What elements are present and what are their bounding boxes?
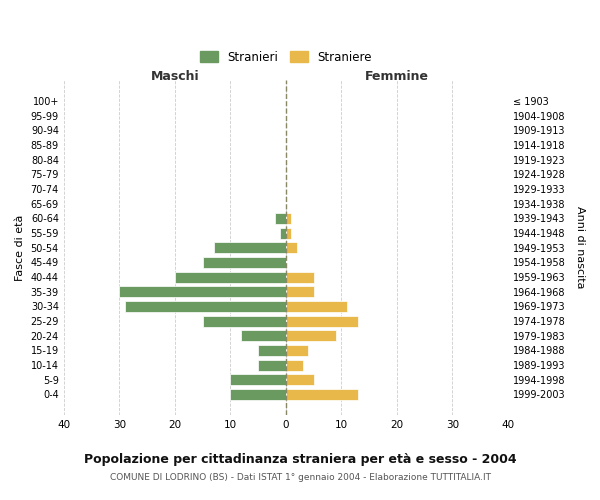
Y-axis label: Anni di nascita: Anni di nascita — [575, 206, 585, 289]
Bar — [286, 360, 302, 370]
Text: Femmine: Femmine — [365, 70, 429, 84]
Bar — [230, 389, 286, 400]
Bar — [286, 389, 358, 400]
Bar — [258, 345, 286, 356]
Bar — [275, 213, 286, 224]
Text: COMUNE DI LODRINO (BS) - Dati ISTAT 1° gennaio 2004 - Elaborazione TUTTITALIA.IT: COMUNE DI LODRINO (BS) - Dati ISTAT 1° g… — [110, 472, 491, 482]
Bar — [286, 272, 314, 282]
Bar — [119, 286, 286, 297]
Bar — [286, 213, 292, 224]
Bar — [230, 374, 286, 385]
Bar — [286, 345, 308, 356]
Text: Maschi: Maschi — [151, 70, 199, 84]
Bar — [286, 316, 358, 326]
Text: Popolazione per cittadinanza straniera per età e sesso - 2004: Popolazione per cittadinanza straniera p… — [83, 452, 517, 466]
Bar — [286, 374, 314, 385]
Bar — [214, 242, 286, 253]
Bar — [286, 330, 336, 341]
Bar — [286, 286, 314, 297]
Bar — [280, 228, 286, 238]
Bar — [286, 242, 297, 253]
Bar — [286, 301, 347, 312]
Bar — [286, 228, 292, 238]
Bar — [258, 360, 286, 370]
Legend: Stranieri, Straniere: Stranieri, Straniere — [196, 46, 376, 68]
Bar — [125, 301, 286, 312]
Bar — [203, 257, 286, 268]
Bar — [175, 272, 286, 282]
Y-axis label: Fasce di età: Fasce di età — [15, 214, 25, 281]
Bar — [203, 316, 286, 326]
Bar — [241, 330, 286, 341]
